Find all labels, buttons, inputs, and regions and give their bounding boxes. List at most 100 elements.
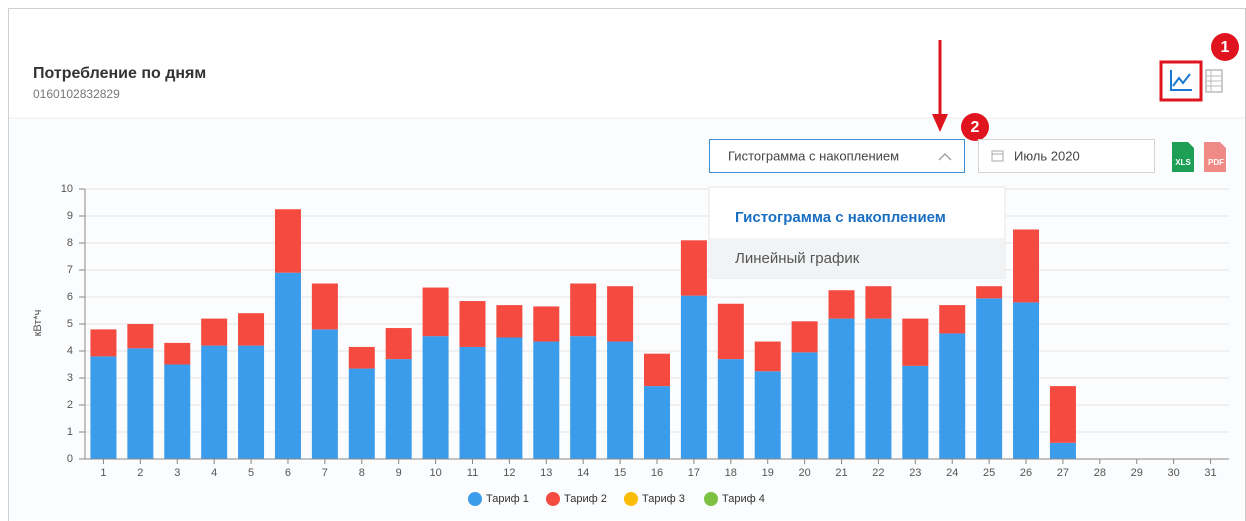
x-tick-label: 10	[429, 467, 441, 479]
pdf-button[interactable]: PDF	[1204, 142, 1226, 172]
x-tick-label: 12	[503, 467, 515, 479]
select-value: Гистограмма с накоплением	[728, 148, 899, 163]
bar-segment	[459, 346, 486, 459]
y-tick-label: 10	[61, 183, 73, 195]
bar-segment	[164, 342, 191, 365]
bar-segment	[680, 240, 707, 296]
y-tick-label: 1	[67, 426, 73, 438]
bar-segment	[274, 272, 301, 459]
badge	[961, 113, 989, 141]
bar-segment	[717, 303, 744, 360]
x-tick-label: 13	[540, 467, 552, 479]
bar-segment	[570, 283, 597, 337]
bar-segment	[902, 365, 929, 459]
y-tick-label: 7	[67, 264, 73, 276]
bar-segment	[607, 286, 634, 342]
x-tick-label: 20	[798, 467, 810, 479]
bar-segment	[976, 286, 1003, 299]
x-tick-label: 30	[1168, 467, 1180, 479]
x-tick-label: 6	[285, 467, 291, 479]
bar-segment	[644, 386, 670, 459]
x-tick-label: 27	[1057, 467, 1069, 479]
bar-segment	[1013, 302, 1040, 459]
bar-segment	[644, 353, 670, 387]
y-tick-label: 3	[67, 372, 73, 384]
x-tick-label: 15	[614, 467, 626, 479]
x-tick-label: 3	[174, 467, 180, 479]
x-tick-label: 21	[835, 467, 847, 479]
bar-segment	[570, 336, 597, 459]
x-tick-label: 14	[577, 467, 589, 479]
bar-segment	[939, 333, 966, 459]
bar-segment	[238, 345, 265, 459]
bar-segment	[164, 364, 191, 459]
y-axis-label: кВт*ч	[32, 310, 44, 337]
bar-segment	[127, 324, 154, 349]
bar-segment	[90, 356, 117, 459]
xls-button[interactable]: XLS	[1172, 142, 1194, 172]
y-tick-label: 2	[67, 399, 73, 411]
legend-label: Тариф 3	[642, 493, 685, 505]
bar-segment	[385, 328, 412, 360]
bar-segment	[311, 329, 338, 459]
x-tick-label: 29	[1131, 467, 1143, 479]
x-tick-label: 24	[946, 467, 958, 479]
period-value: Июль 2020	[1014, 148, 1080, 163]
bar-segment	[127, 348, 154, 459]
x-tick-label: 31	[1204, 467, 1216, 479]
y-tick-label: 6	[67, 291, 73, 303]
bar-segment	[865, 318, 892, 459]
x-tick-label: 1	[100, 467, 106, 479]
y-tick-label: 5	[67, 318, 73, 330]
y-tick-label: 9	[67, 210, 73, 222]
x-tick-label: 18	[725, 467, 737, 479]
x-tick-label: 17	[688, 467, 700, 479]
bar-segment	[791, 352, 818, 459]
period-picker[interactable]: Июль 2020	[978, 139, 1155, 173]
bar-segment	[607, 341, 634, 459]
bar-segment	[385, 359, 412, 459]
bar-segment	[496, 337, 523, 459]
y-tick-label: 0	[67, 453, 73, 465]
x-tick-label: 8	[359, 467, 365, 479]
badge-label: 1	[1221, 39, 1230, 56]
x-tick-label: 4	[211, 467, 217, 479]
bar-segment	[274, 209, 301, 273]
legend-marker	[624, 492, 638, 506]
bar-segment	[238, 313, 265, 346]
bar-segment	[791, 321, 818, 353]
dropdown-option[interactable]: Гистограмма с накоплением	[735, 209, 946, 226]
y-tick-label: 8	[67, 237, 73, 249]
x-tick-label: 19	[762, 467, 774, 479]
bar-segment	[201, 345, 228, 459]
table-view-button[interactable]	[1205, 69, 1223, 93]
bar-segment	[1049, 386, 1076, 443]
x-tick-label: 7	[322, 467, 328, 479]
x-tick-label: 23	[909, 467, 921, 479]
x-tick-label: 25	[983, 467, 995, 479]
subtitle: 0160102832829	[33, 87, 120, 101]
xls-label: XLS	[1175, 158, 1191, 167]
legend-label: Тариф 1	[486, 493, 529, 505]
dropdown-option[interactable]: Линейный график	[735, 250, 860, 267]
legend-marker	[704, 492, 718, 506]
badge	[1211, 33, 1239, 61]
x-tick-label: 2	[137, 467, 143, 479]
bar-segment	[828, 290, 855, 319]
bar-segment	[902, 318, 929, 366]
legend-marker	[468, 492, 482, 506]
chart-type-select[interactable]: Гистограмма с накоплением	[709, 139, 965, 173]
bar-segment	[976, 298, 1003, 459]
bar-segment	[90, 329, 117, 357]
bar-segment	[422, 336, 449, 459]
dropdown-menu	[708, 180, 1006, 279]
bar-segment	[348, 346, 375, 369]
chart-view-button[interactable]	[1159, 60, 1203, 102]
bar-segment	[1013, 229, 1040, 303]
bar-segment	[865, 286, 892, 319]
bar-segment	[754, 371, 781, 459]
title: Потребление по дням	[33, 65, 206, 82]
x-tick-label: 28	[1094, 467, 1106, 479]
y-tick-label: 4	[67, 345, 73, 357]
